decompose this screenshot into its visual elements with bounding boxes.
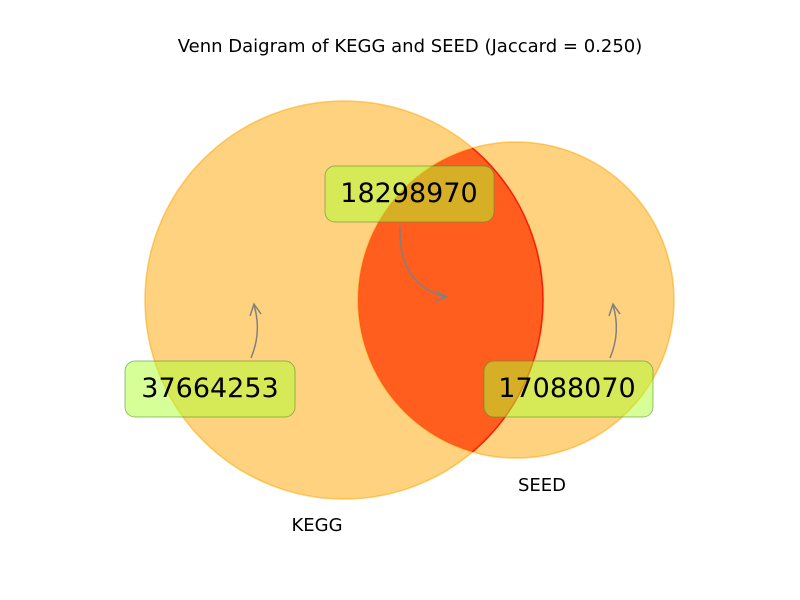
intersection-arrow xyxy=(399,225,447,298)
kegg-set-label: KEGG xyxy=(291,515,342,536)
kegg-only-arrowhead xyxy=(249,302,262,317)
kegg-only-box xyxy=(124,360,296,418)
seed-set-label: SEED xyxy=(518,475,566,496)
kegg-only-arrow xyxy=(250,304,259,359)
diagram-title: Venn Daigram of KEGG and SEED (Jaccard =… xyxy=(178,36,643,57)
seed-only-count: 17088070 xyxy=(498,373,635,404)
intersection-arrowhead xyxy=(434,290,449,302)
seed-only-box xyxy=(483,360,654,418)
intersection-box xyxy=(324,165,495,223)
intersection-count: 18298970 xyxy=(340,178,477,209)
kegg-only-count: 37664253 xyxy=(141,373,278,404)
seed-only-arrow xyxy=(609,304,618,359)
seed-only-arrowhead xyxy=(608,302,621,317)
